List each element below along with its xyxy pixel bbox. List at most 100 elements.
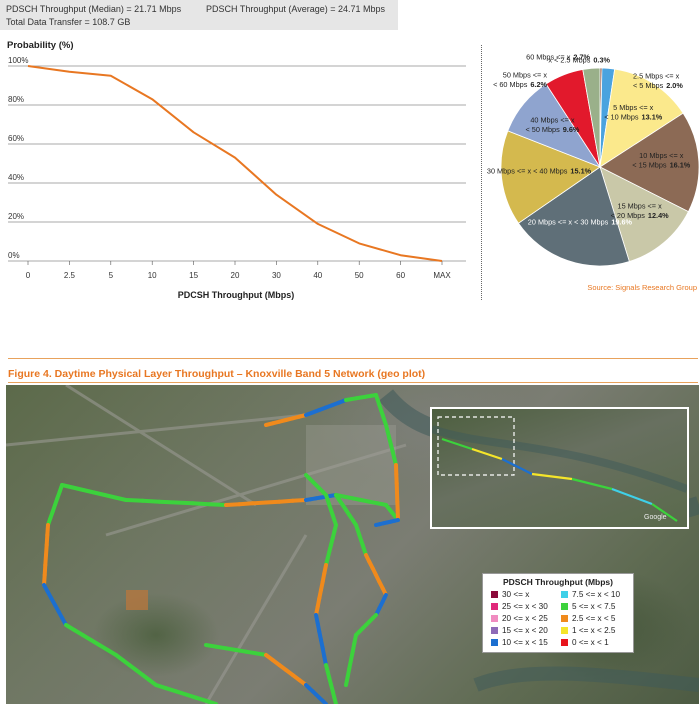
route-segment [124, 498, 145, 503]
inset-route-segment [441, 437, 473, 451]
legend-title: PDSCH Throughput (Mbps) [502, 577, 613, 587]
legend-item: 15 <= x < 20 [491, 626, 548, 635]
x-tick-label: 50 [355, 271, 364, 280]
route-segment [157, 499, 178, 505]
legend-label: 7.5 <= x < 10 [572, 590, 621, 599]
y-tick-label: 60% [8, 134, 24, 143]
downtown-area [306, 425, 396, 505]
inset-route-segment [501, 458, 533, 475]
legend-item: 1 <= x < 2.5 [561, 626, 615, 635]
drive-route [42, 393, 400, 704]
pie-label: 10 Mbps <= x < 15 Mbps 16.1% [632, 151, 690, 170]
x-tick-label: 0 [26, 271, 31, 280]
pie-label: 2.5 Mbps <= x < 5 Mbps 2.0% [633, 72, 683, 91]
legend-swatch [561, 627, 568, 634]
legend-label: 25 <= x < 30 [502, 602, 548, 611]
inset-focus-box [437, 416, 515, 476]
chart-source: Source: Signals Research Group [587, 283, 697, 292]
legend-swatch [491, 603, 498, 610]
route-segment [332, 695, 338, 704]
x-tick-label: 20 [231, 271, 240, 280]
inset-route-segment [571, 477, 613, 491]
x-tick-label: 40 [313, 271, 322, 280]
throughput-pie-chart: x < 2.5 Mbps 0.3% 2.5 Mbps <= x < 5 Mbps 2.0… [487, 52, 699, 292]
route-segment [264, 499, 282, 505]
geo-plot-map: Google PDSCH Throughput (Mbps) 30 <= x 7.… [6, 385, 699, 704]
pie-label: 5 Mbps <= x < 10 Mbps 13.1% [604, 103, 662, 122]
pie-label: 30 Mbps <= x < 40 Mbps 15.1% [487, 166, 592, 175]
route-segment [374, 522, 382, 527]
route-segment [290, 498, 308, 503]
legend-item: 0 <= x < 1 [561, 638, 609, 647]
x-tick-label: 30 [272, 271, 281, 280]
route-segment [204, 698, 218, 704]
legend-label: 15 <= x < 20 [502, 626, 548, 635]
y-tick-label: 100% [8, 56, 28, 65]
x-tick-label: 2.5 [64, 271, 76, 280]
legend-label: 20 <= x < 25 [502, 614, 548, 623]
legend-swatch [561, 603, 568, 610]
pie-slice [517, 166, 630, 267]
stats-panel: PDSCH Throughput (Median) = 21.71 Mbps P… [0, 0, 398, 30]
x-tick-label: 60 [396, 271, 405, 280]
total-data-transfer: Total Data Transfer = 108.7 GB [6, 17, 131, 27]
pie-label: 15 Mbps <= x < 20 Mbps 12.4% [611, 201, 669, 220]
legend-swatch [561, 615, 568, 622]
average-throughput: PDSCH Throughput (Average) = 24.71 Mbps [206, 4, 386, 14]
inset-route-segment [531, 472, 573, 481]
section-rule-bottom [8, 382, 698, 383]
inset-imagery: Google [432, 416, 687, 522]
highways [6, 385, 407, 704]
pie-slice [500, 130, 601, 224]
x-tick-label: 15 [189, 271, 198, 280]
route-segment [344, 674, 350, 687]
legend-swatch [491, 591, 498, 598]
overview-inset-map: Google [430, 407, 689, 529]
pie-slice [599, 68, 684, 168]
cdf-line-chart: Probability (%) 0% 20% 40% 60% 80% 100% 0 2.5 5 10… [7, 40, 466, 300]
legend-label: 10 <= x < 15 [502, 638, 548, 647]
legend-item: 7.5 <= x < 10 [561, 590, 620, 599]
legend-swatch [491, 639, 498, 646]
x-tick-label: MAX [433, 271, 451, 280]
y-tick-label: 20% [8, 212, 24, 221]
chart-divider [481, 45, 482, 300]
y-axis-title: Probability (%) [7, 40, 74, 51]
legend-label: 5 <= x < 7.5 [572, 602, 616, 611]
route-segment [277, 498, 295, 504]
legend-item: 5 <= x < 7.5 [561, 602, 615, 611]
google-watermark: Google [644, 514, 667, 521]
inset-route-segment [651, 503, 678, 522]
route-segment [190, 501, 212, 507]
legend-label: 0 <= x < 1 [572, 638, 609, 647]
y-tick-label: 80% [8, 95, 24, 104]
median-throughput: PDSCH Throughput (Median) = 21.71 Mbps [6, 4, 182, 14]
figure-title: Figure 4. Daytime Physical Layer Through… [8, 368, 426, 380]
pie-label: 20 Mbps <= x < 30 Mbps 19.6% [528, 217, 633, 226]
legend-item: 30 <= x [491, 590, 529, 599]
legend-item: 25 <= x < 30 [491, 602, 548, 611]
map-legend: PDSCH Throughput (Mbps) 30 <= x 7.5 <= x … [482, 573, 634, 653]
y-tick-label: 40% [8, 173, 24, 182]
construction-site [126, 590, 148, 610]
inset-route-segment [611, 487, 653, 506]
route-segment [237, 501, 255, 507]
pie-label: 50 Mbps <= x < 60 Mbps 6.2% [493, 71, 547, 90]
pie-label: x < 2.5 Mbps 0.3% [548, 55, 610, 64]
y-tick-label: 0% [8, 251, 20, 260]
inset-route [441, 437, 678, 522]
river-south [473, 666, 699, 692]
route-segment [250, 500, 268, 506]
legend-label: 1 <= x < 2.5 [572, 626, 616, 635]
route-segment [224, 502, 242, 507]
inset-river [432, 425, 687, 493]
legend-swatch [561, 639, 568, 646]
legend-item: 10 <= x < 15 [491, 638, 548, 647]
inset-route-segment [471, 447, 503, 461]
section-rule-top [8, 358, 698, 359]
legend-label: 30 <= x [502, 590, 530, 599]
pie-label: 60 Mbps <= x 2.7% [526, 52, 590, 61]
legend-item: 20 <= x < 25 [491, 614, 548, 623]
legend-swatch [561, 591, 568, 598]
legend-item: 2.5 <= x < 5 [561, 614, 615, 623]
